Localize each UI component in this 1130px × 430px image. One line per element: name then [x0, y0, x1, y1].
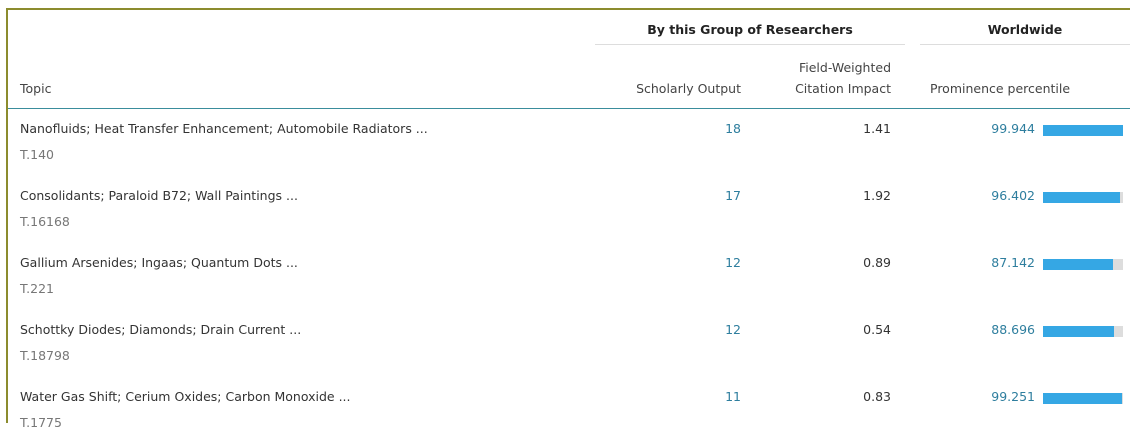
percentile-track	[1043, 125, 1123, 136]
percentile-bar	[1043, 393, 1123, 404]
prominence-percentile: 99.251	[991, 389, 1035, 404]
fwci: 0.89	[863, 255, 891, 270]
scholarly-output: 17	[725, 188, 741, 203]
table-frame	[6, 8, 1130, 423]
topic: Water Gas Shift; Cerium Oxides; Carbon M…	[20, 389, 351, 404]
topic-id: T.140	[20, 147, 54, 162]
prominence-percentile: 99.944	[991, 121, 1035, 136]
topic: Schottky Diodes; Diamonds; Drain Current…	[20, 322, 302, 337]
percentile-bar	[1043, 192, 1121, 203]
fwci: 1.92	[863, 188, 891, 203]
column-header: Field-Weighted Citation Impact	[795, 60, 891, 96]
scholarly-output: 18	[725, 121, 741, 136]
header-divider	[8, 108, 1130, 109]
topic-id: T.18798	[20, 348, 70, 363]
fwci: 1.41	[863, 121, 891, 136]
prominence-percentile: 96.402	[991, 188, 1035, 203]
scholarly-output: 12	[725, 255, 741, 270]
percentile-track	[1043, 326, 1123, 337]
fwci: 0.83	[863, 389, 891, 404]
group-underline	[920, 44, 1130, 45]
topic: Gallium Arsenides; Ingaas; Quantum Dots …	[20, 255, 298, 270]
column-header: Scholarly Output	[636, 81, 741, 96]
prominence-percentile: 87.142	[991, 255, 1035, 270]
percentile-track	[1043, 192, 1123, 203]
topic: Nanofluids; Heat Transfer Enhancement; A…	[20, 121, 428, 136]
column-header: Topic	[20, 81, 52, 96]
group-header: By this Group of Researchers	[647, 22, 853, 37]
percentile-bar	[1043, 259, 1113, 270]
group-header: Worldwide	[987, 22, 1063, 37]
topic: Consolidants; Paraloid B72; Wall Paintin…	[20, 188, 298, 203]
fwci: 0.54	[863, 322, 891, 337]
topic-id: T.16168	[20, 214, 70, 229]
percentile-bar	[1043, 326, 1114, 337]
percentile-track	[1043, 259, 1123, 270]
column-header: Prominence percentile	[930, 81, 1071, 96]
percentile-bar	[1043, 125, 1123, 136]
percentile-track	[1043, 393, 1123, 404]
topic-id: T.221	[20, 281, 54, 296]
scholarly-output: 11	[725, 389, 741, 404]
prominence-percentile: 88.696	[991, 322, 1035, 337]
group-underline	[595, 44, 905, 45]
scholarly-output: 12	[725, 322, 741, 337]
